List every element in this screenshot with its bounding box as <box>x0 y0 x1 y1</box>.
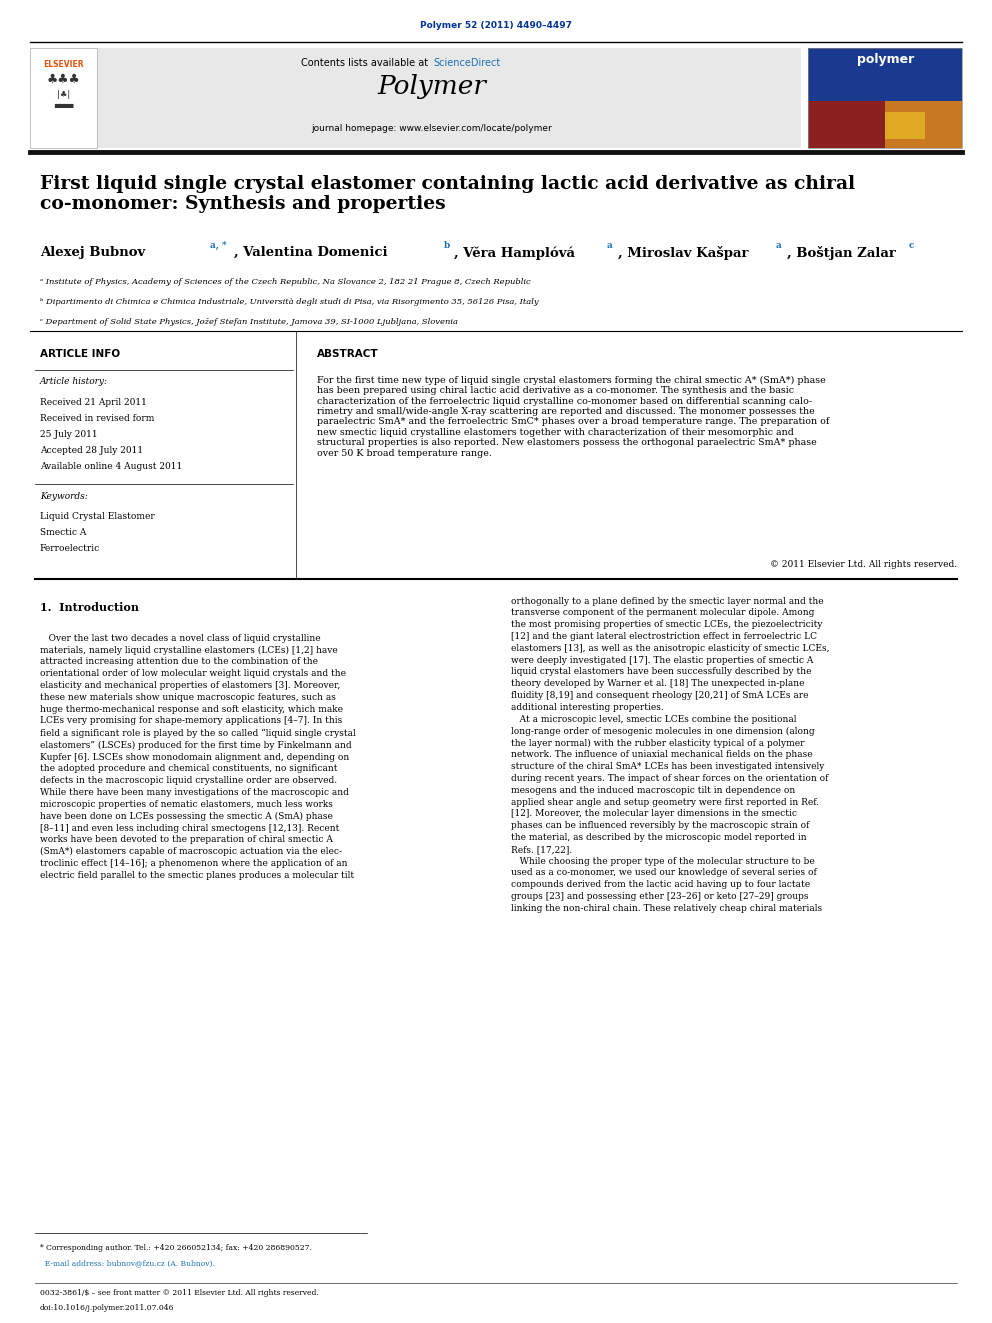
Text: Polymer 52 (2011) 4490–4497: Polymer 52 (2011) 4490–4497 <box>420 21 572 30</box>
Text: © 2011 Elsevier Ltd. All rights reserved.: © 2011 Elsevier Ltd. All rights reserved… <box>770 560 957 569</box>
Text: Contents lists available at: Contents lists available at <box>302 58 432 69</box>
Text: journal homepage: www.elsevier.com/locate/polymer: journal homepage: www.elsevier.com/locat… <box>311 124 552 134</box>
Text: Polymer: Polymer <box>377 74 486 99</box>
Text: ABSTRACT: ABSTRACT <box>317 349 379 360</box>
Text: 0032-3861/$ – see front matter © 2011 Elsevier Ltd. All rights reserved.: 0032-3861/$ – see front matter © 2011 El… <box>40 1289 318 1297</box>
Text: , Miroslav Kašpar: , Miroslav Kašpar <box>618 246 749 261</box>
Text: , Valentina Domenici: , Valentina Domenici <box>234 246 388 259</box>
Text: , Boštjan Zalar: , Boštjan Zalar <box>787 246 896 261</box>
Text: polymer: polymer <box>857 53 915 66</box>
Text: ᵇ Dipartimento di Chimica e Chimica Industriale, Università degli studi di Pisa,: ᵇ Dipartimento di Chimica e Chimica Indu… <box>40 298 539 306</box>
Text: E-mail address: bubnov@fzu.cz (A. Bubnov).: E-mail address: bubnov@fzu.cz (A. Bubnov… <box>40 1259 214 1267</box>
Text: Received 21 April 2011: Received 21 April 2011 <box>40 398 147 407</box>
Text: c: c <box>909 241 915 250</box>
Text: b: b <box>443 241 449 250</box>
Bar <box>885 112 925 139</box>
Text: ♣♣♣: ♣♣♣ <box>47 73 80 86</box>
Text: Alexej Bubnov: Alexej Bubnov <box>40 246 145 259</box>
Bar <box>808 48 962 148</box>
Text: a: a <box>776 241 782 250</box>
Text: * Corresponding author. Tel.: +420 266052134; fax: +420 286890527.: * Corresponding author. Tel.: +420 26605… <box>40 1244 311 1252</box>
Text: ARTICLE INFO: ARTICLE INFO <box>40 349 120 360</box>
Text: Keywords:: Keywords: <box>40 492 87 501</box>
Text: doi:10.1016/j.polymer.2011.07.046: doi:10.1016/j.polymer.2011.07.046 <box>40 1304 175 1312</box>
Text: a: a <box>607 241 613 250</box>
Text: 1.  Introduction: 1. Introduction <box>40 602 139 613</box>
Text: ᵃ Institute of Physics, Academy of Sciences of the Czech Republic, Na Slovance 2: ᵃ Institute of Physics, Academy of Scien… <box>40 278 531 286</box>
Text: For the first time new type of liquid single crystal elastomers forming the chir: For the first time new type of liquid si… <box>317 376 830 458</box>
Text: ELSEVIER: ELSEVIER <box>44 60 83 69</box>
Text: Liquid Crystal Elastomer: Liquid Crystal Elastomer <box>40 512 155 521</box>
Text: First liquid single crystal elastomer containing lactic acid derivative as chira: First liquid single crystal elastomer co… <box>40 175 855 213</box>
Bar <box>808 101 885 148</box>
Text: Article history:: Article history: <box>40 377 108 386</box>
Text: Received in revised form: Received in revised form <box>40 414 154 423</box>
Text: 25 July 2011: 25 July 2011 <box>40 430 97 439</box>
Text: ▀▀▀: ▀▀▀ <box>54 103 73 112</box>
Bar <box>808 48 962 101</box>
Bar <box>30 48 97 148</box>
Text: Accepted 28 July 2011: Accepted 28 July 2011 <box>40 446 143 455</box>
Text: orthogonally to a plane defined by the smectic layer normal and the
transverse c: orthogonally to a plane defined by the s… <box>511 597 829 913</box>
Text: , Věra Hamplóvá: , Věra Hamplóvá <box>454 246 575 259</box>
Text: Smectic A: Smectic A <box>40 528 86 537</box>
Text: ScienceDirect: ScienceDirect <box>434 58 501 69</box>
Text: Over the last two decades a novel class of liquid crystalline
materials, namely : Over the last two decades a novel class … <box>40 634 355 880</box>
Text: Available online 4 August 2011: Available online 4 August 2011 <box>40 462 182 471</box>
Bar <box>64 48 801 148</box>
Text: a, *: a, * <box>210 241 227 250</box>
Bar <box>808 101 962 148</box>
Text: ᶜ Department of Solid State Physics, Jožef Stefan Institute, Jamova 39, SI-1000 : ᶜ Department of Solid State Physics, Jož… <box>40 318 457 325</box>
Text: |♣|: |♣| <box>57 90 70 99</box>
Text: Ferroelectric: Ferroelectric <box>40 544 100 553</box>
